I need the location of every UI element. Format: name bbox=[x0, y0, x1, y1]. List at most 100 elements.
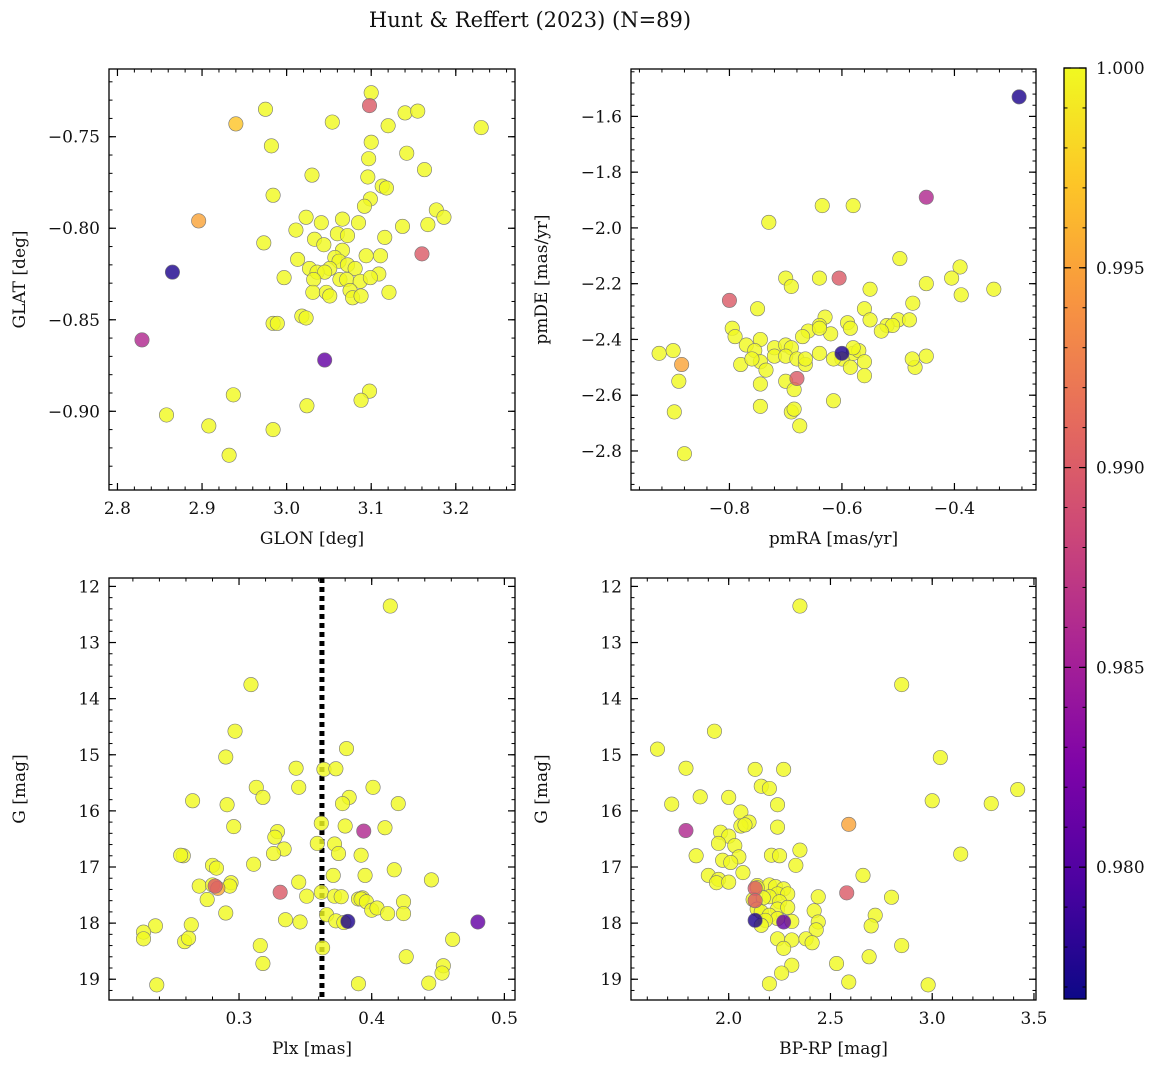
data-point bbox=[678, 823, 694, 839]
data-point bbox=[780, 899, 796, 915]
data-point bbox=[252, 938, 268, 954]
data-point bbox=[377, 229, 393, 245]
data-point bbox=[305, 284, 321, 300]
data-point bbox=[445, 931, 461, 947]
data-point bbox=[226, 819, 242, 835]
data-point bbox=[918, 348, 934, 364]
data-point bbox=[313, 884, 329, 900]
x-tick-label: 2.5 bbox=[817, 1009, 844, 1029]
data-point bbox=[313, 215, 329, 231]
y-axis-label: pmDE [mas/yr] bbox=[532, 214, 552, 344]
data-point bbox=[792, 598, 808, 614]
data-point bbox=[904, 351, 920, 367]
data-point bbox=[772, 848, 788, 864]
data-point bbox=[317, 352, 333, 368]
data-point bbox=[382, 598, 398, 614]
x-tick-label: 3.1 bbox=[358, 499, 385, 519]
data-point bbox=[674, 357, 690, 373]
data-point bbox=[396, 906, 412, 922]
data-point bbox=[434, 965, 450, 981]
data-point bbox=[884, 889, 900, 905]
colorbar-tick-label: 0.995 bbox=[1096, 259, 1145, 279]
data-point bbox=[347, 261, 363, 277]
data-point bbox=[149, 977, 165, 993]
data-point bbox=[665, 343, 681, 359]
data-point bbox=[983, 796, 999, 812]
data-point bbox=[380, 118, 396, 134]
data-point bbox=[386, 862, 402, 878]
data-point bbox=[255, 789, 271, 805]
data-point bbox=[789, 370, 805, 386]
data-point bbox=[953, 846, 969, 862]
data-point bbox=[470, 914, 486, 930]
data-point bbox=[792, 418, 808, 434]
panel-glon-glat: 2.8 2.9 3.0 3.1 3.2 −0.75 −0.80 −0.85 −0.90 GLON … bbox=[10, 68, 516, 549]
data-point bbox=[845, 198, 861, 214]
y-tick-label: 19 bbox=[600, 970, 622, 990]
data-point bbox=[299, 398, 315, 414]
data-point bbox=[761, 214, 777, 230]
data-point bbox=[218, 749, 234, 765]
colorbar-tick-label: 0.980 bbox=[1096, 858, 1145, 878]
data-point bbox=[135, 931, 151, 947]
data-point bbox=[932, 750, 948, 766]
axes-frame bbox=[108, 577, 516, 1001]
data-point bbox=[199, 892, 215, 908]
data-point bbox=[723, 855, 739, 871]
data-point bbox=[814, 198, 830, 214]
data-point bbox=[255, 956, 271, 972]
data-point bbox=[398, 949, 414, 965]
axes-frame bbox=[630, 577, 1037, 1001]
data-point bbox=[842, 359, 858, 375]
data-point bbox=[918, 276, 934, 292]
data-point bbox=[952, 259, 968, 275]
data-point bbox=[436, 209, 452, 225]
data-point bbox=[365, 779, 381, 795]
y-tick-label: −0.80 bbox=[48, 219, 100, 239]
data-point bbox=[676, 446, 692, 462]
data-point bbox=[863, 918, 879, 934]
x-tick-label: 3.0 bbox=[919, 1009, 946, 1029]
data-point bbox=[776, 940, 792, 956]
data-point bbox=[761, 780, 777, 796]
data-point bbox=[856, 368, 872, 384]
data-point bbox=[721, 292, 737, 308]
data-point bbox=[397, 105, 413, 121]
y-tick-label: 12 bbox=[78, 577, 100, 597]
data-point bbox=[841, 974, 857, 990]
y-tick-label: 19 bbox=[78, 970, 100, 990]
data-point bbox=[831, 270, 847, 286]
data-point bbox=[721, 789, 737, 805]
data-point bbox=[953, 287, 969, 303]
data-point bbox=[325, 867, 341, 883]
data-point bbox=[390, 796, 406, 812]
y-tick-label: 14 bbox=[600, 690, 622, 710]
data-point bbox=[834, 345, 850, 361]
data-point bbox=[256, 235, 272, 251]
data-point bbox=[747, 912, 763, 928]
data-point bbox=[770, 797, 786, 813]
colorbar: 0.980 0.985 0.990 0.995 1.000 bbox=[1063, 59, 1145, 1000]
data-point bbox=[378, 180, 394, 196]
data-point bbox=[208, 860, 224, 876]
data-point bbox=[737, 817, 753, 833]
data-point bbox=[316, 237, 332, 253]
data-point bbox=[257, 101, 273, 117]
data-point bbox=[856, 354, 872, 370]
data-point bbox=[267, 829, 283, 845]
y-tick-label: 18 bbox=[600, 914, 622, 934]
axes-frame bbox=[108, 68, 516, 491]
x-tick-label: 0.3 bbox=[226, 1009, 253, 1029]
data-point bbox=[918, 189, 934, 205]
data-point bbox=[298, 310, 314, 326]
data-point bbox=[381, 284, 397, 300]
data-point bbox=[338, 741, 354, 757]
data-point bbox=[362, 98, 378, 114]
panel-plx-g: 0.3 0.4 0.5 12 13 14 15 16 17 18 19 Plx [mas] G [mag… bbox=[10, 577, 518, 1059]
data-point bbox=[356, 823, 372, 839]
data-point bbox=[894, 938, 910, 954]
data-point bbox=[783, 278, 799, 294]
data-point bbox=[986, 281, 1002, 297]
data-point bbox=[243, 677, 259, 693]
data-point bbox=[363, 134, 379, 150]
